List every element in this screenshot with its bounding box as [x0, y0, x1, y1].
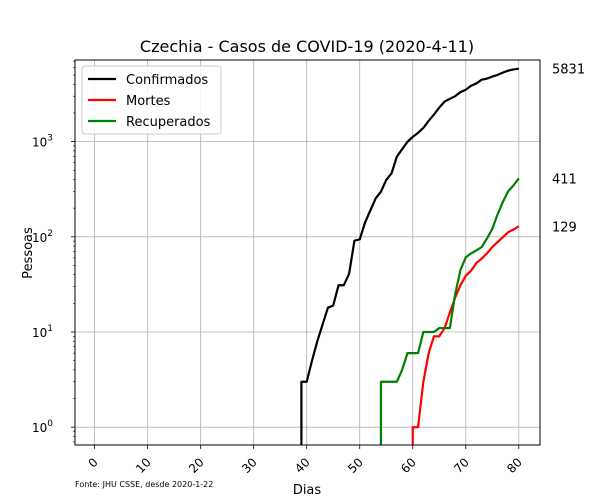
legend: Confirmados Mortes Recuperados [81, 65, 222, 135]
x-tick-label: 80 [504, 455, 525, 476]
x-tick-label: 0 [85, 455, 100, 470]
end-label-recuperados: 411 [552, 172, 577, 187]
x-tick-label: 40 [292, 455, 313, 476]
legend-label: Mortes [126, 94, 171, 109]
plot-frame [74, 59, 541, 446]
y-axis: 100 101 102 103 [32, 60, 75, 443]
series-line-recuperados [379, 177, 520, 445]
legend-box [81, 65, 222, 135]
series-line-mortes [411, 225, 520, 445]
y-tick-label: 102 [32, 229, 53, 245]
x-tick-label: 50 [345, 455, 366, 476]
legend-label: Recuperados [126, 115, 211, 130]
x-tick-label: 70 [451, 455, 472, 476]
end-label-confirmados: 5831 [552, 63, 585, 78]
series-line-confirmados [300, 67, 519, 445]
y-tick-label: 103 [32, 134, 53, 150]
x-tick-label: 10 [133, 455, 154, 476]
y-tick-label: 100 [32, 419, 53, 435]
legend-label: Confirmados [126, 73, 208, 88]
x-axis: 0 10 20 30 40 50 60 70 80 [85, 445, 525, 476]
x-axis-label: Dias [293, 483, 322, 498]
y-tick-label: 101 [32, 324, 53, 340]
end-label-mortes: 129 [552, 220, 577, 235]
y-axis-label: Pessoas [21, 227, 36, 279]
source-note: Fonte: JHU CSSE, desde 2020-1-22 [75, 480, 213, 489]
x-tick-label: 30 [239, 455, 260, 476]
chart-title: Czechia - Casos de COVID-19 (2020-4-11) [140, 37, 474, 56]
end-labels: 5831 129 411 [552, 63, 585, 236]
x-tick-label: 20 [186, 455, 207, 476]
series-layer [300, 67, 520, 445]
x-tick-label: 60 [398, 455, 419, 476]
